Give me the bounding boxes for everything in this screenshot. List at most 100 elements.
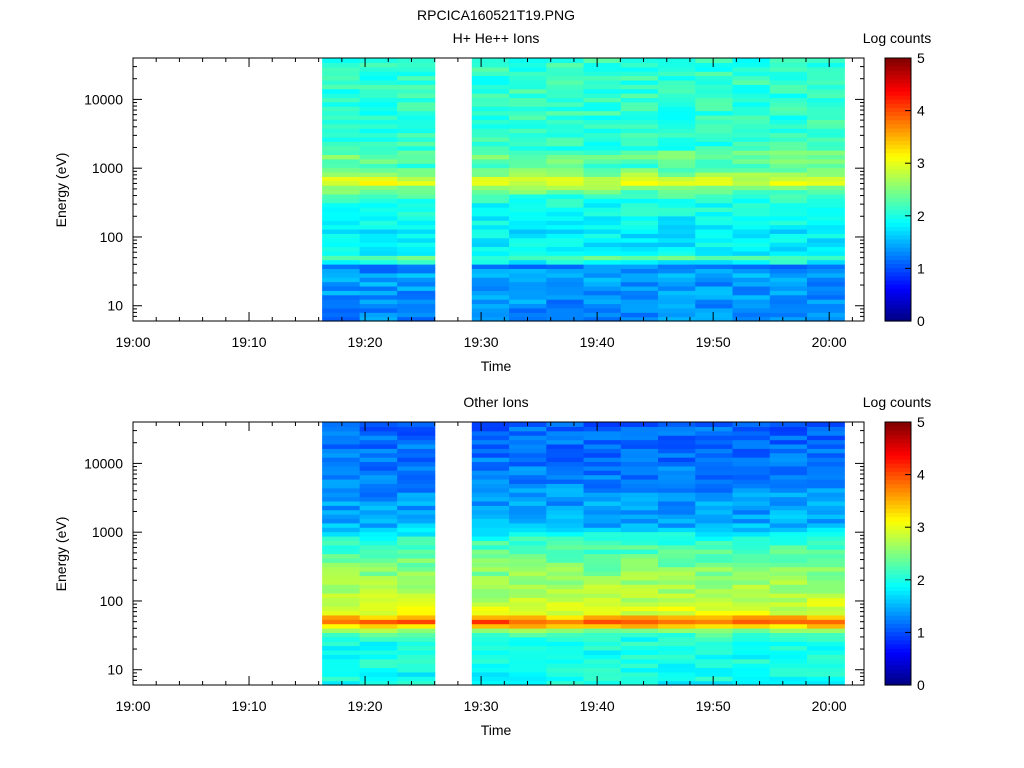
heatmap-cell <box>695 632 734 638</box>
heatmap-cell <box>807 628 845 633</box>
colorbar-segment <box>885 664 911 670</box>
heatmap-cell <box>732 531 771 537</box>
heatmap-cell <box>658 198 696 204</box>
heatmap-cell <box>620 75 659 81</box>
heatmap-cell <box>620 193 659 199</box>
heatmap-cell <box>546 145 585 151</box>
heatmap-cell <box>620 93 659 99</box>
heatmap-cell <box>397 478 436 484</box>
heatmap-cell <box>658 553 696 559</box>
heatmap-cell <box>471 645 510 651</box>
heatmap-cell <box>732 277 771 283</box>
heatmap-cell <box>322 158 361 164</box>
heatmap-cell <box>397 176 436 182</box>
heatmap-cell <box>807 435 845 441</box>
colorbar-segment <box>885 668 911 674</box>
heatmap-cell <box>732 448 771 454</box>
x-tick-label: 19:50 <box>696 698 731 714</box>
heatmap-cell <box>695 189 734 195</box>
heatmap-cell <box>658 505 696 511</box>
heatmap-cell <box>322 452 361 458</box>
heatmap-cell <box>359 163 398 169</box>
heatmap-cell <box>769 658 808 664</box>
heatmap-cell <box>658 93 696 99</box>
heatmap-cell <box>359 123 398 129</box>
heatmap-cell <box>695 128 734 134</box>
heatmap-cell <box>509 228 547 234</box>
heatmap-cell <box>807 641 845 647</box>
colorbar-segment <box>885 561 911 567</box>
heatmap-cell <box>658 154 696 160</box>
heatmap-cell <box>359 58 398 63</box>
heatmap-cell <box>509 281 547 287</box>
heatmap-cell <box>658 522 696 528</box>
heatmap-cell <box>546 215 585 221</box>
heatmap-cell <box>509 290 547 296</box>
heatmap-cell <box>471 189 510 195</box>
heatmap-cell <box>322 641 361 647</box>
heatmap-cell <box>509 592 547 598</box>
heatmap-cell <box>769 119 808 125</box>
x-axis-label: Time <box>481 722 512 738</box>
heatmap-cell <box>769 619 808 625</box>
heatmap-cell <box>546 430 585 436</box>
colorbar-segment <box>885 99 911 104</box>
heatmap-cell <box>583 496 622 502</box>
heatmap-cell <box>359 62 398 68</box>
heatmap-cell <box>471 123 510 129</box>
heatmap-cell <box>769 246 808 252</box>
heatmap-cell <box>509 658 547 664</box>
heatmap-cell <box>583 145 622 151</box>
heatmap-cell <box>620 303 659 309</box>
heatmap-cell <box>769 614 808 620</box>
heatmap-cell <box>807 487 845 493</box>
heatmap-cell <box>322 307 361 313</box>
heatmap-cell <box>583 535 622 541</box>
heatmap-cell <box>397 496 436 502</box>
colorbar-segment <box>885 304 911 310</box>
heatmap-cell <box>620 228 659 234</box>
heatmap-cell <box>471 88 510 94</box>
heatmap-cell <box>322 623 361 629</box>
heatmap-cell <box>807 579 845 585</box>
heatmap-cell <box>397 505 436 511</box>
heatmap-cell <box>658 66 696 72</box>
heatmap-cell <box>658 250 696 256</box>
heatmap-cell <box>807 62 845 68</box>
heatmap-cell <box>509 207 547 213</box>
heatmap-cell <box>732 487 771 493</box>
heatmap-cell <box>583 246 622 252</box>
colorbar-segment <box>885 193 911 199</box>
colorbar-segment <box>885 284 911 289</box>
heatmap-cell <box>658 658 696 664</box>
heatmap-cell <box>546 535 585 541</box>
heatmap-cell <box>471 527 510 533</box>
heatmap-cell <box>471 544 510 550</box>
heatmap-cell <box>769 185 808 191</box>
heatmap-cell <box>620 141 659 147</box>
heatmap-cell <box>695 527 734 533</box>
heatmap-cell <box>471 492 510 498</box>
colorbar-segment <box>885 62 911 67</box>
heatmap-cell <box>695 500 734 506</box>
heatmap-cell <box>695 426 734 432</box>
heatmap-cell <box>359 307 398 313</box>
heatmap-cell <box>397 443 436 449</box>
heatmap-cell <box>807 430 845 436</box>
heatmap-cell <box>769 610 808 616</box>
heatmap-cell <box>359 237 398 243</box>
heatmap-cell <box>471 457 510 463</box>
heatmap-cell <box>732 649 771 655</box>
heatmap-cell <box>658 575 696 581</box>
heatmap-cell <box>695 680 734 686</box>
heatmap-cell <box>359 461 398 467</box>
heatmap-cell <box>546 553 585 559</box>
colorbar-segment <box>885 582 911 587</box>
heatmap-cell <box>732 211 771 217</box>
heatmap-cell <box>583 540 622 546</box>
heatmap-cell <box>658 641 696 647</box>
heatmap-cell <box>397 150 436 156</box>
heatmap-cell <box>397 470 436 476</box>
heatmap-cell <box>583 658 622 664</box>
